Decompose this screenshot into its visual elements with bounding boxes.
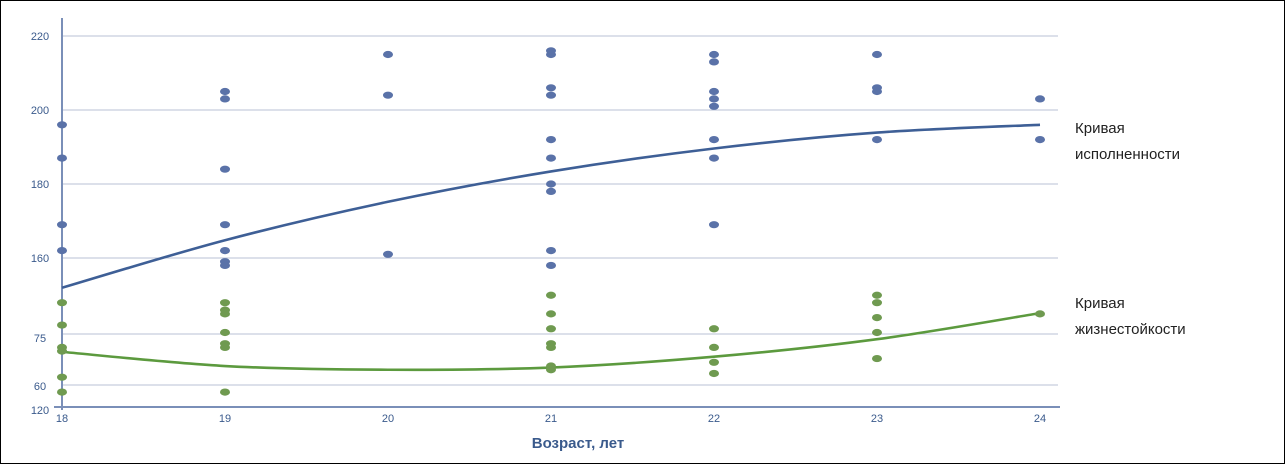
- data-point: [546, 91, 556, 99]
- data-point: [872, 50, 882, 59]
- data-point: [57, 154, 67, 162]
- data-point: [57, 373, 67, 381]
- axes: [54, 18, 1060, 410]
- data-point: [872, 136, 882, 144]
- data-point: [546, 50, 556, 59]
- data-point: [220, 343, 230, 351]
- data-point: [546, 261, 556, 270]
- curve-annotation: исполненности: [1075, 146, 1180, 163]
- data-point: [57, 347, 67, 355]
- curve-annotation: жизнестойкости: [1075, 321, 1186, 338]
- data-point: [546, 154, 556, 162]
- data-point: [872, 354, 882, 363]
- data-point: [872, 299, 882, 307]
- y-tick-label: 120: [31, 405, 49, 417]
- curve-annotation: Кривая: [1075, 295, 1125, 312]
- data-point: [220, 388, 230, 396]
- data-point: [709, 154, 719, 162]
- data-point: [709, 95, 719, 103]
- data-point: [546, 310, 556, 318]
- data-point: [57, 121, 67, 129]
- data-point: [709, 136, 719, 144]
- data-point: [57, 388, 67, 396]
- data-point: [220, 310, 230, 318]
- data-point: [709, 50, 719, 59]
- data-point: [872, 314, 882, 322]
- data-point: [220, 261, 230, 270]
- y-tick-label: 220: [31, 31, 49, 43]
- x-tick-label: 24: [1034, 413, 1046, 425]
- data-point: [57, 321, 67, 329]
- curve-annotation: Кривая: [1075, 120, 1125, 137]
- x-tick-label: 18: [56, 413, 68, 425]
- y-tick-label: 200: [31, 105, 49, 117]
- data-point: [1035, 310, 1045, 318]
- data-point: [383, 250, 393, 258]
- y-tick-label: 160: [31, 253, 49, 265]
- data-point: [220, 165, 230, 173]
- data-point: [546, 291, 556, 299]
- data-point: [383, 91, 393, 99]
- data-point: [546, 180, 556, 188]
- data-point: [872, 328, 882, 337]
- data-point: [220, 299, 230, 307]
- data-point: [57, 221, 67, 229]
- x-tick-label: 21: [545, 413, 557, 425]
- y-tick-label: 180: [31, 179, 49, 191]
- data-points: [57, 47, 1045, 396]
- x-axis-label: Возраст, лет: [532, 435, 624, 452]
- x-tick-label: 20: [382, 413, 394, 425]
- data-point: [1035, 95, 1045, 103]
- data-point: [546, 84, 556, 92]
- y-tick-label: 75: [34, 333, 46, 345]
- data-point: [220, 328, 230, 337]
- data-point: [546, 366, 556, 374]
- data-point: [220, 247, 230, 255]
- data-point: [1035, 136, 1045, 144]
- grid-lines: [62, 35, 1058, 386]
- data-point: [709, 102, 719, 110]
- x-tick-label: 22: [708, 413, 720, 425]
- data-point: [709, 87, 719, 96]
- data-point: [709, 343, 719, 351]
- data-point: [383, 50, 393, 59]
- y-tick-label: 60: [34, 381, 46, 393]
- data-point: [220, 95, 230, 103]
- data-point: [709, 369, 719, 378]
- data-point: [546, 247, 556, 255]
- data-point: [546, 325, 556, 333]
- data-point: [709, 221, 719, 229]
- data-point: [709, 358, 719, 366]
- data-point: [872, 87, 882, 96]
- data-point: [546, 187, 556, 195]
- data-point: [546, 343, 556, 351]
- data-point: [220, 87, 230, 96]
- x-tick-labels: 18 19 20 21 22 23 24: [56, 413, 1046, 425]
- y-tick-labels: 220 200 180 160 75 60 120: [31, 31, 49, 417]
- data-point: [57, 299, 67, 307]
- data-point: [57, 247, 67, 255]
- x-tick-label: 19: [219, 413, 231, 425]
- data-point: [546, 136, 556, 144]
- data-point: [709, 325, 719, 333]
- x-tick-label: 23: [871, 413, 883, 425]
- data-point: [220, 221, 230, 229]
- data-point: [872, 291, 882, 299]
- data-point: [709, 58, 719, 66]
- curve-annotations: Кривая исполненности Кривая жизнестойкости: [1075, 120, 1186, 338]
- trend-curve: [61, 123, 1041, 290]
